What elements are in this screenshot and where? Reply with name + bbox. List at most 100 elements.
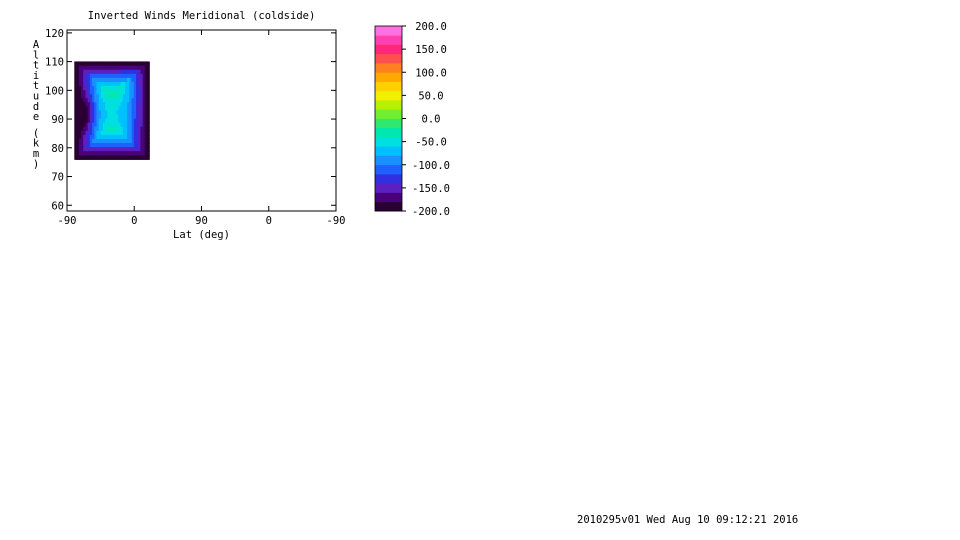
wind-cell bbox=[111, 118, 115, 124]
wind-cell bbox=[81, 69, 84, 75]
wind-cell bbox=[140, 98, 144, 103]
wind-cell bbox=[111, 86, 115, 91]
wind-cell bbox=[122, 69, 126, 75]
wind-cell bbox=[114, 122, 117, 128]
wind-cell bbox=[133, 155, 137, 160]
wind-cell bbox=[100, 118, 104, 124]
wind-cell bbox=[103, 102, 106, 107]
wind-cell bbox=[120, 122, 124, 128]
wind-cell bbox=[125, 110, 128, 116]
wind-cell bbox=[78, 138, 82, 144]
y-tick-label: 60 bbox=[51, 200, 64, 212]
wind-cell bbox=[114, 155, 117, 160]
colorbar-swatch bbox=[375, 72, 402, 82]
wind-cell bbox=[147, 143, 150, 148]
wind-cell bbox=[120, 114, 124, 120]
wind-cell bbox=[81, 110, 84, 116]
wind-cell bbox=[74, 143, 78, 148]
wind-cell bbox=[81, 155, 84, 160]
wind-cell bbox=[142, 122, 146, 128]
wind-cell bbox=[142, 69, 146, 75]
wind-cell bbox=[127, 86, 131, 91]
colorbar-swatch bbox=[375, 109, 402, 119]
wind-cell bbox=[92, 126, 95, 132]
wind-cell bbox=[100, 94, 104, 99]
wind-cell bbox=[122, 151, 126, 156]
wind-cell bbox=[133, 94, 137, 99]
wind-cell bbox=[76, 77, 80, 83]
wind-cell bbox=[144, 61, 148, 67]
wind-cell bbox=[83, 94, 87, 99]
wind-cell bbox=[142, 98, 146, 103]
wind-cell bbox=[129, 130, 133, 136]
wind-cell bbox=[92, 122, 95, 128]
wind-cell bbox=[116, 122, 120, 128]
wind-cell bbox=[100, 86, 104, 91]
wind-cell bbox=[74, 155, 78, 160]
wind-cell bbox=[142, 102, 146, 107]
wind-cell bbox=[89, 134, 93, 140]
wind-cell bbox=[83, 155, 87, 160]
wind-cell bbox=[89, 106, 93, 112]
colorbar-swatch bbox=[375, 100, 402, 110]
wind-cell bbox=[120, 81, 124, 87]
wind-cell bbox=[140, 102, 144, 107]
wind-cell bbox=[87, 81, 91, 87]
wind-cell bbox=[105, 94, 109, 99]
wind-cell bbox=[87, 90, 91, 95]
wind-cell bbox=[94, 114, 98, 120]
wind-cell bbox=[105, 155, 109, 160]
wind-cell bbox=[114, 98, 117, 103]
wind-cell bbox=[98, 61, 102, 67]
wind-cell bbox=[92, 94, 95, 99]
wind-cell bbox=[120, 138, 124, 144]
wind-cell bbox=[105, 134, 109, 140]
wind-cell bbox=[131, 102, 135, 107]
wind-cell bbox=[98, 102, 102, 107]
wind-cell bbox=[118, 69, 122, 75]
wind-cell bbox=[103, 86, 106, 91]
wind-cell bbox=[127, 90, 131, 95]
wind-cell bbox=[89, 118, 93, 124]
wind-cell bbox=[105, 118, 109, 124]
wind-cell bbox=[89, 151, 93, 156]
wind-cell bbox=[107, 138, 111, 144]
wind-cell bbox=[122, 122, 126, 128]
wind-cell bbox=[116, 143, 120, 148]
wind-cell bbox=[87, 138, 91, 144]
wind-cell bbox=[81, 61, 84, 67]
run-stamp: 2010295v01 Wed Aug 10 09:12:21 2016 bbox=[577, 514, 799, 526]
wind-cell bbox=[107, 122, 111, 128]
wind-cell bbox=[136, 65, 139, 71]
wind-cell bbox=[76, 118, 80, 124]
wind-cell bbox=[100, 151, 104, 156]
wind-cell bbox=[81, 86, 84, 91]
wind-cell bbox=[109, 118, 113, 124]
wind-cell bbox=[103, 155, 106, 160]
y-tick-label: 80 bbox=[51, 143, 64, 155]
wind-cell bbox=[131, 118, 135, 124]
wind-cell bbox=[136, 122, 139, 128]
wind-cell bbox=[111, 122, 115, 128]
wind-cell bbox=[131, 130, 135, 136]
wind-cell bbox=[131, 122, 135, 128]
wind-cell bbox=[136, 114, 139, 120]
wind-cell bbox=[118, 90, 122, 95]
wind-cell bbox=[100, 61, 104, 67]
wind-cell bbox=[100, 106, 104, 112]
wind-cell bbox=[103, 98, 106, 103]
wind-cell bbox=[129, 151, 133, 156]
wind-cell bbox=[127, 114, 131, 120]
wind-cell bbox=[142, 61, 146, 67]
wind-cell bbox=[94, 81, 98, 87]
wind-cell bbox=[142, 143, 146, 148]
wind-cell bbox=[96, 65, 100, 71]
wind-cell bbox=[103, 69, 106, 75]
wind-cell bbox=[125, 73, 128, 79]
wind-cell bbox=[83, 118, 87, 124]
wind-cell bbox=[81, 130, 84, 136]
wind-cell bbox=[85, 130, 89, 136]
wind-cell bbox=[118, 134, 122, 140]
wind-cell bbox=[89, 110, 93, 116]
wind-cell bbox=[103, 118, 106, 124]
